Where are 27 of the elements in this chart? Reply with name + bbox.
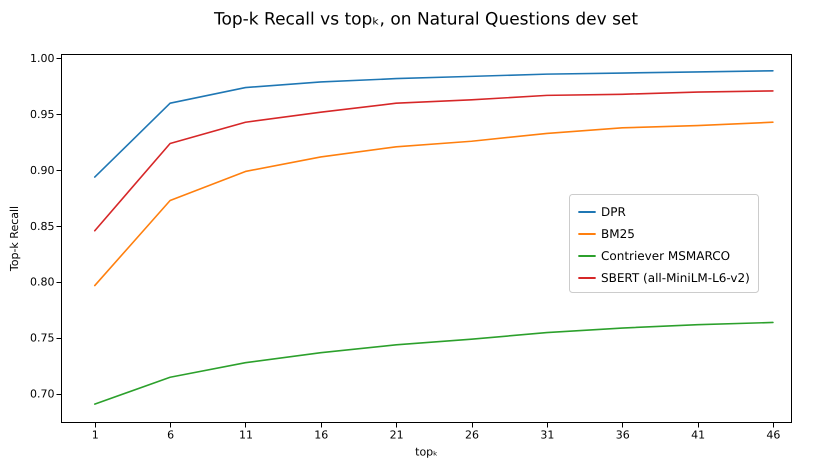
y-tick-label: 0.70	[30, 388, 54, 401]
y-tick-label: 0.95	[30, 108, 54, 121]
x-tick-label: 11	[238, 428, 253, 442]
x-tick-label: 41	[691, 428, 706, 442]
y-tick-label: 0.85	[30, 220, 54, 233]
legend-label: SBERT (all-MiniLM-L6-v2)	[601, 271, 750, 285]
y-tick-label: 0.75	[30, 332, 54, 345]
line-series	[94, 70, 774, 178]
x-tick-label: 6	[167, 428, 174, 442]
x-tick-label: 21	[390, 428, 404, 442]
x-tick-label: 1	[92, 428, 99, 442]
y-tick-label: 0.90	[30, 164, 54, 177]
x-tick-label: 16	[314, 428, 328, 442]
y-tick-label: 1.00	[30, 52, 54, 65]
y-tick-label: 0.80	[30, 276, 54, 289]
x-tick-label: 46	[766, 428, 780, 442]
line-series	[94, 121, 774, 286]
legend-label: BM25	[601, 227, 635, 241]
x-tick-label: 36	[616, 428, 630, 442]
legend-label: DPR	[601, 205, 626, 219]
line-series	[94, 322, 774, 405]
x-axis-title: topₖ	[415, 446, 438, 458]
y-axis-title: Top-k Recall	[8, 206, 22, 272]
x-tick-label: 26	[465, 428, 480, 442]
chart-title: Top-k Recall vs topₖ, on Natural Questions dev set	[212, 9, 638, 30]
legend-label: Contriever MSMARCO	[601, 249, 730, 263]
x-tick-label: 31	[540, 428, 554, 442]
